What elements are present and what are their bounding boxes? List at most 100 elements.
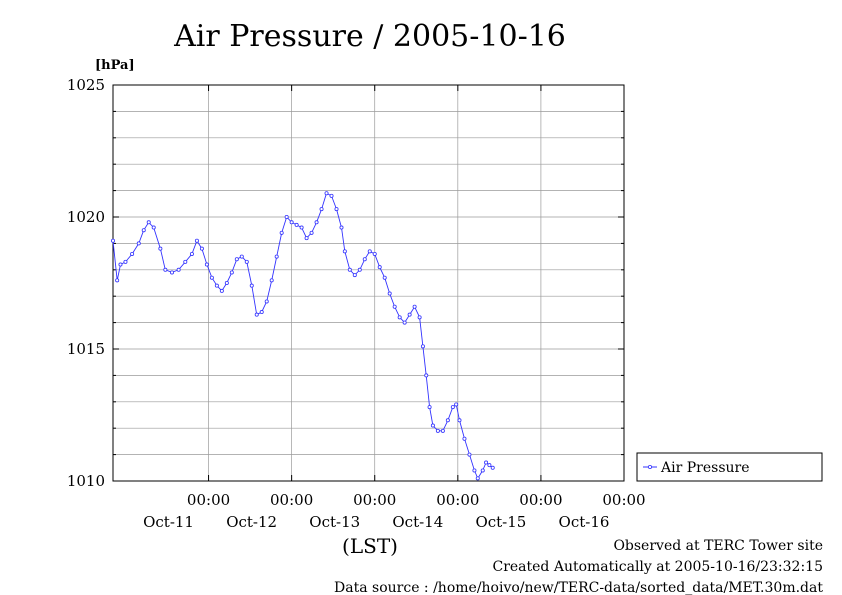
data-point xyxy=(342,249,347,254)
y-tick-label: 1010 xyxy=(67,472,105,490)
data-point xyxy=(417,315,422,320)
data-point xyxy=(392,304,397,309)
data-point xyxy=(146,220,151,225)
data-point xyxy=(229,270,234,275)
data-point xyxy=(115,278,120,283)
data-point xyxy=(490,465,495,470)
data-point xyxy=(334,207,339,212)
data-point xyxy=(141,228,146,233)
data-point xyxy=(339,225,344,230)
data-point xyxy=(352,273,357,278)
data-point xyxy=(269,278,274,283)
data-point xyxy=(314,220,319,225)
data-point xyxy=(367,249,372,254)
data-point xyxy=(362,257,367,262)
data-point xyxy=(199,246,204,251)
data-point xyxy=(329,193,334,198)
data-point xyxy=(407,312,412,317)
data-point xyxy=(475,476,480,481)
data-point xyxy=(387,291,392,296)
data-point xyxy=(183,259,188,264)
footer-created: Created Automatically at 2005-10-16/23:3… xyxy=(492,559,823,575)
series-air-pressure xyxy=(111,191,495,481)
data-point xyxy=(467,452,472,457)
data-point xyxy=(484,460,489,465)
chart-title: Air Pressure / 2005-10-16 xyxy=(173,19,566,54)
plot-frame xyxy=(112,84,625,482)
data-point xyxy=(234,257,239,262)
data-point xyxy=(435,428,440,433)
x-tick-date: Oct-12 xyxy=(226,513,277,531)
data-point xyxy=(420,344,425,349)
data-point xyxy=(299,225,304,230)
data-point xyxy=(219,288,224,293)
data-point xyxy=(424,373,429,378)
data-point xyxy=(382,275,387,280)
y-tick-label: 1015 xyxy=(67,340,105,358)
data-point xyxy=(123,259,128,264)
data-point xyxy=(397,315,402,320)
x-axis-title: (LST) xyxy=(342,534,398,558)
data-point xyxy=(430,423,435,428)
data-point xyxy=(169,270,174,275)
x-tick-date: Oct-13 xyxy=(309,513,360,531)
data-point xyxy=(130,251,135,256)
data-point xyxy=(319,207,324,212)
data-point xyxy=(158,246,163,251)
x-tick-time: 00:00 xyxy=(602,491,645,509)
data-point xyxy=(204,262,209,267)
data-point xyxy=(450,405,455,410)
data-point xyxy=(347,267,352,272)
x-tick-date: Oct-14 xyxy=(392,513,443,531)
x-tick-time: 00:00 xyxy=(436,491,479,509)
x-tick-date: Oct-11 xyxy=(143,513,194,531)
data-point xyxy=(289,220,294,225)
data-point xyxy=(194,238,199,243)
data-point xyxy=(324,191,329,196)
data-point xyxy=(412,304,417,309)
plot-border xyxy=(112,84,625,482)
data-point xyxy=(357,267,362,272)
legend-box xyxy=(636,452,823,482)
data-point xyxy=(457,418,462,423)
footer-source: Data source : /home/hoivo/new/TERC-data/… xyxy=(334,580,823,595)
data-point xyxy=(111,238,116,243)
footer-site: Observed at TERC Tower site xyxy=(613,538,823,554)
x-tick-date: Oct-15 xyxy=(475,513,526,531)
x-tick-time: 00:00 xyxy=(187,491,230,509)
data-point xyxy=(440,428,445,433)
data-point xyxy=(163,267,168,272)
grid-lines xyxy=(113,85,625,481)
data-point xyxy=(487,463,492,468)
data-point xyxy=(445,418,450,423)
y-tick-label: 1025 xyxy=(67,76,105,94)
legend: Air Pressure xyxy=(636,452,823,482)
data-point xyxy=(239,254,244,259)
x-tick-time: 00:00 xyxy=(270,491,313,509)
x-tick-time: 00:00 xyxy=(519,491,562,509)
data-point xyxy=(259,310,264,315)
data-point xyxy=(304,236,309,241)
data-point xyxy=(279,230,284,235)
series-line xyxy=(112,192,493,480)
data-point xyxy=(480,468,485,473)
y-tick-label: 1020 xyxy=(67,208,105,226)
data-point xyxy=(294,222,299,227)
data-point xyxy=(209,275,214,280)
data-point xyxy=(472,468,477,473)
data-point xyxy=(118,262,123,267)
data-point xyxy=(309,230,314,235)
data-point xyxy=(454,402,459,407)
data-point xyxy=(427,405,432,410)
data-point xyxy=(176,267,181,272)
y-axis-unit: [hPa] xyxy=(95,58,135,73)
data-point xyxy=(264,299,269,304)
data-point xyxy=(189,251,194,256)
data-point xyxy=(224,280,229,285)
legend-label: Air Pressure xyxy=(660,460,750,476)
x-tick-time: 00:00 xyxy=(353,491,396,509)
data-point xyxy=(151,225,156,230)
data-point xyxy=(244,259,249,264)
data-point xyxy=(249,283,254,288)
